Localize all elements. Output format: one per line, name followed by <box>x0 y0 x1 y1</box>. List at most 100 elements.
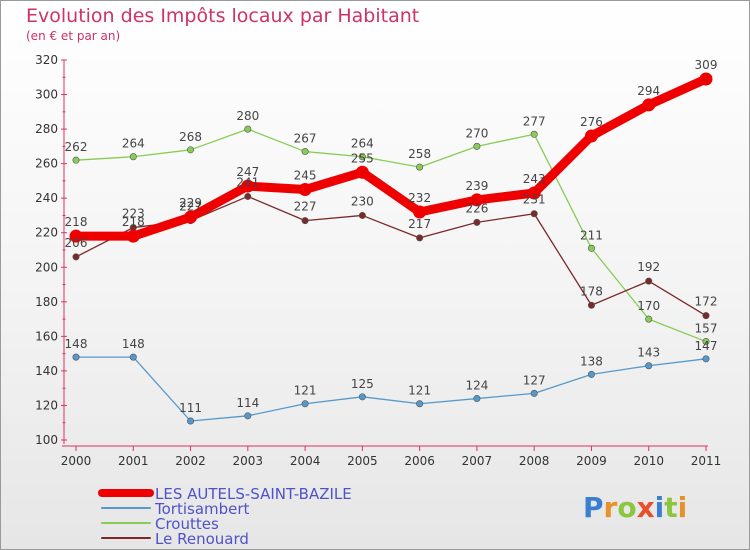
data-label: 218 <box>65 215 88 229</box>
data-point <box>416 163 424 171</box>
data-label: 172 <box>695 295 718 309</box>
data-point <box>416 400 424 408</box>
data-label: 114 <box>236 396 259 410</box>
data-label: 121 <box>408 384 431 398</box>
x-tick-label: 2008 <box>519 454 550 468</box>
data-label: 232 <box>408 191 431 205</box>
brand-letter: i <box>655 491 665 524</box>
x-tick-label: 2004 <box>290 454 321 468</box>
data-label: 241 <box>236 175 259 189</box>
data-label: 147 <box>695 339 718 353</box>
data-point <box>69 229 83 243</box>
data-label: 148 <box>65 337 88 351</box>
data-label: 277 <box>523 114 546 128</box>
data-point <box>129 153 137 161</box>
data-point <box>699 72 713 86</box>
series-line-2 <box>75 128 707 343</box>
axes: 100 120 140 160 180 200 220 240 260 280 300 320 2000… <box>35 53 721 468</box>
data-point <box>358 211 366 219</box>
data-label: 227 <box>179 200 202 214</box>
brand-letter: x <box>637 491 655 524</box>
data-label: 121 <box>294 384 317 398</box>
data-label: 211 <box>580 228 603 242</box>
data-point <box>301 217 309 225</box>
legend-label: Le Renouard <box>155 530 249 548</box>
data-label: 143 <box>637 346 660 360</box>
data-point <box>587 244 595 252</box>
data-label: 206 <box>65 236 88 250</box>
data-point <box>530 130 538 138</box>
data-point <box>301 148 309 156</box>
data-label: 148 <box>122 337 145 351</box>
data-label: 267 <box>294 132 317 146</box>
legend-label: LES AUTELS-SAINT-BAZILE <box>155 485 352 503</box>
data-label: 258 <box>408 147 431 161</box>
data-label: 239 <box>465 179 488 193</box>
brand-letter: r <box>604 491 618 524</box>
y-tick-label: 200 <box>35 260 58 274</box>
y-tick-label: 260 <box>35 157 58 171</box>
data-label: 192 <box>637 260 660 274</box>
brand-letter: P <box>583 491 604 524</box>
data-point <box>72 353 80 361</box>
data-label: 170 <box>637 299 660 313</box>
x-tick-label: 2007 <box>462 454 493 468</box>
data-point <box>358 393 366 401</box>
x-tick-label: 2000 <box>61 454 92 468</box>
data-point <box>702 338 710 346</box>
data-point <box>241 179 255 193</box>
data-label: 226 <box>465 201 488 215</box>
data-label: 138 <box>580 354 603 368</box>
y-tick-label: 280 <box>35 122 58 136</box>
data-point <box>358 153 366 161</box>
data-point <box>587 301 595 309</box>
data-label: 218 <box>122 215 145 229</box>
data-label: 125 <box>351 377 374 391</box>
data-point <box>187 146 195 154</box>
data-point <box>642 98 656 112</box>
data-point <box>187 417 195 425</box>
series-line-1 <box>75 356 707 422</box>
chart-subtitle: (en € et par an) <box>26 29 120 43</box>
brand-letter: t <box>664 491 677 524</box>
data-point <box>702 312 710 320</box>
data-point <box>702 355 710 363</box>
y-tick-label: 120 <box>35 398 58 412</box>
series-layer <box>69 72 713 425</box>
x-tick-label: 2001 <box>118 454 149 468</box>
legend: LES AUTELS-SAINT-BAZILETortisambertCrout… <box>98 485 352 548</box>
data-label: 270 <box>465 126 488 140</box>
x-tick-label: 2002 <box>175 454 206 468</box>
data-point <box>72 253 80 261</box>
data-label: 127 <box>523 373 546 387</box>
data-labels: 262 264 268 280 267 264 258 270 277 211 170 157 206 2… <box>65 58 718 415</box>
data-point <box>530 210 538 218</box>
data-point <box>530 389 538 397</box>
data-label: 111 <box>179 401 202 415</box>
x-tick-label: 2011 <box>691 454 722 468</box>
data-label: 245 <box>294 169 317 183</box>
data-point <box>473 218 481 226</box>
data-point <box>129 353 137 361</box>
data-label: 309 <box>695 58 718 72</box>
data-label: 255 <box>351 151 374 165</box>
brand-logo: Proxiti <box>583 491 687 524</box>
data-label: 229 <box>179 196 202 210</box>
series-line-3 <box>75 195 707 317</box>
y-tick-label: 140 <box>35 364 58 378</box>
data-point <box>587 370 595 378</box>
y-tick-label: 180 <box>35 295 58 309</box>
data-label: 230 <box>351 194 374 208</box>
y-tick-label: 240 <box>35 191 58 205</box>
data-label: 223 <box>122 207 145 221</box>
data-point <box>298 183 312 197</box>
data-label: 243 <box>523 172 546 186</box>
data-label: 124 <box>465 379 488 393</box>
legend-label: Crouttes <box>155 515 219 533</box>
data-point <box>473 395 481 403</box>
data-point <box>470 193 484 207</box>
data-point <box>645 315 653 323</box>
x-tick-label: 2003 <box>233 454 264 468</box>
data-point <box>72 156 80 164</box>
data-point <box>416 234 424 242</box>
